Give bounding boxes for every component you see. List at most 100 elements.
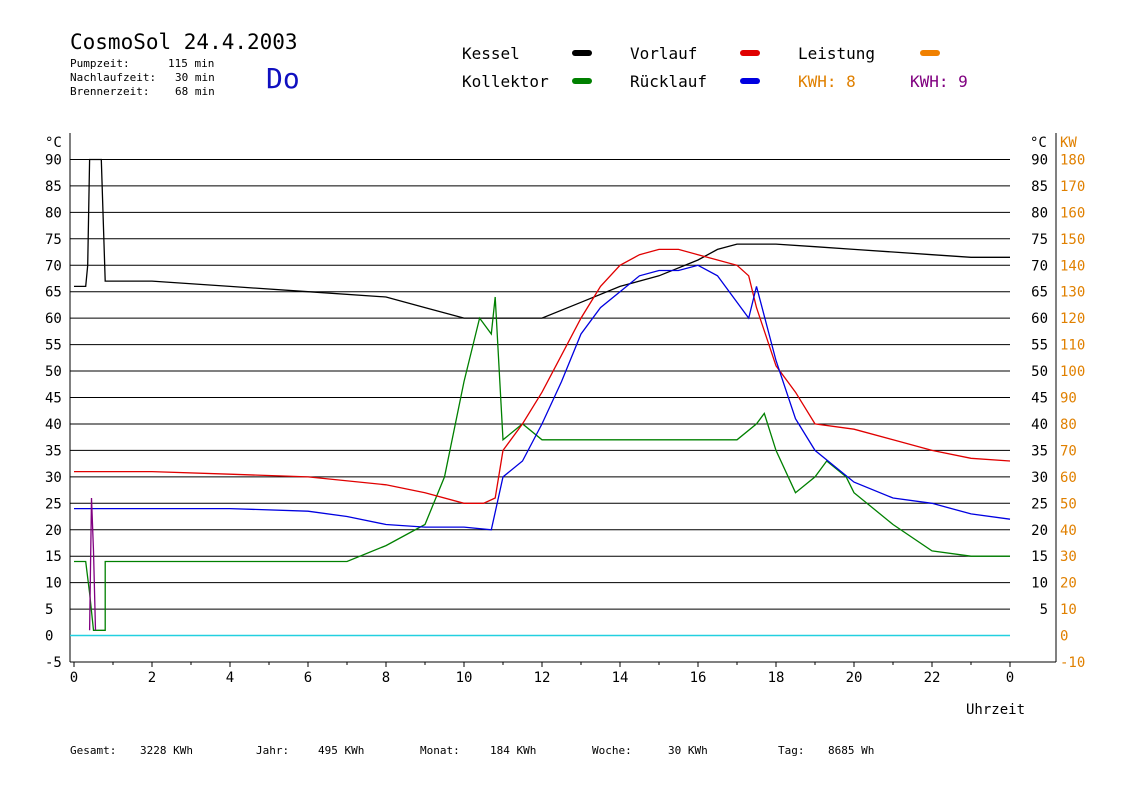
x-tick-label: 4 <box>226 670 234 686</box>
y-right-tick-label: 65 <box>1031 285 1048 301</box>
y2-tick-label: 120 <box>1060 311 1085 327</box>
y2-tick-label: 10 <box>1060 602 1077 618</box>
stat-brennerzeit-value: 68 min <box>175 85 215 98</box>
series-vorlauf <box>74 248 1011 504</box>
footer-gesamt-label: Gesamt: <box>70 744 117 757</box>
footer-monat-value: 184 KWh <box>490 744 537 757</box>
y-right-axis-unit: °C <box>1030 135 1047 151</box>
x-tick-label: 14 <box>612 670 629 686</box>
x-tick-label: 6 <box>304 670 312 686</box>
y-axis-unit: °C <box>45 135 62 151</box>
y-right-tick-label: 90 <box>1031 152 1048 168</box>
y-right-tick-label: 40 <box>1031 417 1048 433</box>
y-right-tick-label: 5 <box>1040 602 1048 618</box>
series-kollektor <box>74 296 1010 631</box>
y-tick-label: 45 <box>45 391 62 407</box>
y2-tick-label: 140 <box>1060 258 1085 274</box>
y2-tick-label: 90 <box>1060 391 1077 407</box>
y-right-tick-label: 85 <box>1031 179 1048 195</box>
y-tick-label: 60 <box>45 311 62 327</box>
y2-tick-label: 180 <box>1060 152 1085 168</box>
y2-tick-label: 170 <box>1060 179 1085 195</box>
y-tick-label: 55 <box>45 338 62 354</box>
y2-tick-label: 150 <box>1060 232 1085 248</box>
y2-tick-label: 70 <box>1060 443 1077 459</box>
legend-swatch-leistung <box>920 50 940 56</box>
footer-jahr-value: 495 KWh <box>318 744 365 757</box>
y-tick-label: 25 <box>45 496 62 512</box>
y-tick-label: 20 <box>45 523 62 539</box>
y-tick-label: 50 <box>45 364 62 380</box>
y-right-tick-label: 20 <box>1031 523 1048 539</box>
stat-pumpzeit-value: 115 min <box>168 57 215 70</box>
legend-label-kollektor: Kollektor <box>462 72 549 91</box>
y-right-tick-label: 30 <box>1031 470 1048 486</box>
legend-label-kessel: Kessel <box>462 44 520 63</box>
footer-woche-value: 30 KWh <box>668 744 708 757</box>
y-tick-label: 30 <box>45 470 62 486</box>
y-tick-label: 80 <box>45 205 62 221</box>
y-right-tick-label: 45 <box>1031 391 1048 407</box>
x-axis-label: Uhrzeit <box>966 702 1026 718</box>
stat-pumpzeit: Pumpzeit: <box>70 57 130 70</box>
legend-kwh-9: KWH: 9 <box>910 72 968 91</box>
x-tick-label: 0 <box>1006 670 1014 686</box>
legend-swatch-ruecklauf <box>740 78 760 84</box>
footer-tag-label: Tag: <box>778 744 805 757</box>
y2-tick-label: 160 <box>1060 205 1085 221</box>
footer-woche-label: Woche: <box>592 744 632 757</box>
y-tick-label: 15 <box>45 549 62 565</box>
y-tick-label: 90 <box>45 152 62 168</box>
series-kwh-9 <box>88 497 97 631</box>
y2-tick-label: 40 <box>1060 523 1077 539</box>
y-right-tick-label: 35 <box>1031 443 1048 459</box>
y2-tick-label: 100 <box>1060 364 1085 380</box>
footer-jahr-label: Jahr: <box>256 744 290 757</box>
y-right-tick-label: 80 <box>1031 205 1048 221</box>
y-right-tick-label: 15 <box>1031 549 1048 565</box>
chart-title: CosmoSol 24.4.2003 <box>70 30 298 54</box>
y-right-tick-label: 25 <box>1031 496 1048 512</box>
series-kessel <box>74 158 1010 319</box>
y-right-tick-label: 60 <box>1031 311 1048 327</box>
y-tick-label: 10 <box>45 576 62 592</box>
legend-label-ruecklauf: Rücklauf <box>630 72 708 91</box>
legend-label-vorlauf: Vorlauf <box>630 44 698 63</box>
y2-tick-label: 20 <box>1060 576 1077 592</box>
x-tick-label: 20 <box>846 670 863 686</box>
legend-kwh-8: KWH: 8 <box>798 72 856 91</box>
y-right-tick-label: 75 <box>1031 232 1048 248</box>
legend-swatch-kollektor <box>572 78 592 84</box>
y-tick-label: 75 <box>45 232 62 248</box>
y2-tick-label: 0 <box>1060 629 1068 645</box>
y2-tick-label: -10 <box>1060 655 1085 671</box>
series-r-cklauf <box>74 264 1011 531</box>
y-right-tick-label: 10 <box>1031 576 1048 592</box>
footer-gesamt-value: 3228 KWh <box>140 744 193 757</box>
x-tick-label: 18 <box>768 670 785 686</box>
y-tick-label: 35 <box>45 443 62 459</box>
footer-tag-value: 8685 Wh <box>828 744 875 757</box>
stat-brennerzeit: Brennerzeit: <box>70 85 150 98</box>
y2-tick-label: 50 <box>1060 496 1077 512</box>
stat-nachlaufzeit-value: 30 min <box>175 71 215 84</box>
y-tick-label: 85 <box>45 179 62 195</box>
weekday-label: Do <box>266 62 300 95</box>
x-tick-label: 10 <box>456 670 473 686</box>
legend-swatch-kessel <box>572 50 592 56</box>
x-tick-label: 8 <box>382 670 390 686</box>
x-tick-label: 0 <box>70 670 78 686</box>
y-tick-label: 40 <box>45 417 62 433</box>
x-tick-label: 16 <box>690 670 707 686</box>
x-tick-label: 2 <box>148 670 156 686</box>
y-tick-label: 5 <box>45 602 53 618</box>
y-tick-label: 65 <box>45 285 62 301</box>
x-tick-label: 12 <box>534 670 551 686</box>
y2-tick-label: 60 <box>1060 470 1077 486</box>
y2-axis-unit: KW <box>1060 135 1077 151</box>
y-tick-label: 0 <box>45 629 53 645</box>
y-right-tick-label: 70 <box>1031 258 1048 274</box>
y-tick-label: -5 <box>45 655 62 671</box>
y-right-tick-label: 50 <box>1031 364 1048 380</box>
